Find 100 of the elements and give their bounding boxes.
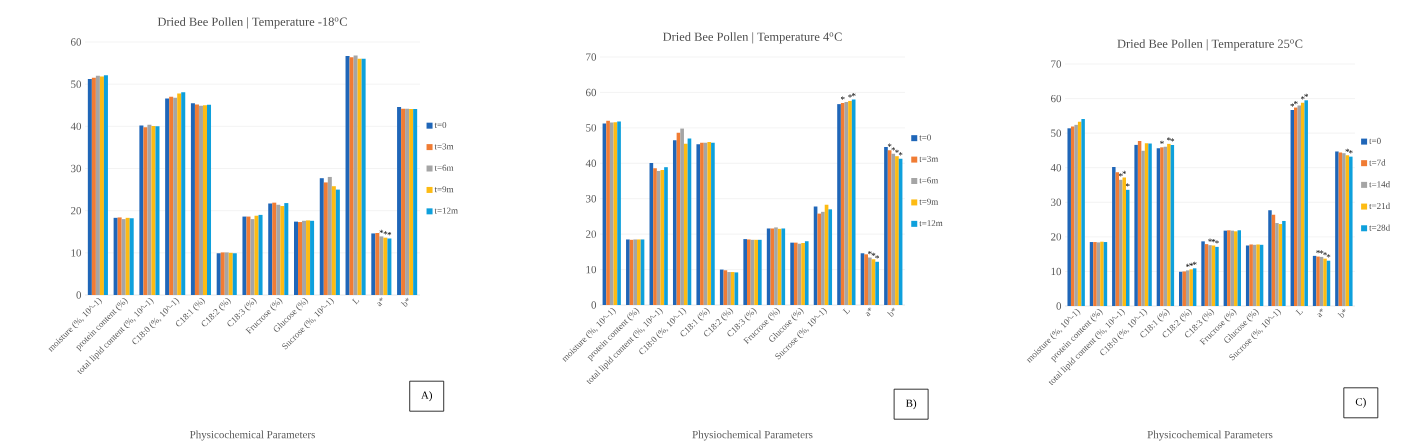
data-label: * [1208,238,1212,242]
bar [202,105,207,295]
x-tick-label: b* [1337,308,1346,318]
bar [700,142,704,305]
bar [1249,244,1253,306]
bar [653,168,657,305]
legend-label: t=6m [434,164,454,171]
text: A) [421,391,433,402]
bar [177,93,182,295]
text: B) [905,399,917,410]
bar [302,220,307,295]
bar [353,55,358,295]
bar [848,100,852,305]
bar [224,252,229,295]
bar [91,77,96,295]
data-label: * [851,92,856,97]
bar [1323,258,1327,306]
data-label: * [840,96,845,100]
legend-label: t=9m [434,186,454,193]
bar [387,238,392,295]
bar [837,104,841,305]
bar [875,261,879,305]
bar [254,215,259,295]
bar [1074,124,1078,306]
data-label: * [895,149,899,153]
y-tick-label: 0 [76,291,82,299]
bar [280,206,285,295]
legend-label: t=7d [1369,159,1386,166]
legend-label: t=3m [434,143,454,150]
bar [319,178,324,295]
bar [401,108,406,295]
bar [216,253,221,295]
data-label: * [1345,148,1350,152]
bar [151,125,156,295]
bar [626,239,630,305]
bar [891,153,896,305]
y-tick-label: 20 [1051,233,1062,241]
bar [155,126,160,295]
data-label: * [1122,170,1127,175]
x-tick-label: b* [400,297,409,307]
x-tick-label: L [351,298,360,305]
bar [817,213,822,305]
bar [125,217,130,295]
bar [165,98,170,295]
bar [1316,256,1320,306]
chart-title: Dried Bee Pollen | Temperature 25$^{o}$C [1117,39,1303,51]
bar [770,228,775,305]
y-tick-label: 50 [586,124,597,132]
bar [306,220,311,295]
bar [232,253,237,295]
bar [220,252,225,295]
data-label: * [1293,100,1298,105]
data-label: * [868,250,872,255]
text: C) [1355,397,1366,408]
bar [828,209,833,305]
bar [1227,230,1231,306]
bar [1093,242,1097,306]
y-tick-label: 10 [71,249,82,257]
bar [1148,143,1152,306]
bar [228,252,233,295]
bar [335,189,340,295]
bar [793,242,798,305]
y-tick-label: 50 [1051,129,1062,137]
bar [680,128,684,305]
y-tick-label: 40 [70,122,82,131]
bar [258,214,263,295]
bar [747,239,751,305]
x-axis-title: Physicochemical Parameters [1147,430,1273,441]
y-tick-label: 0 [591,301,597,309]
bar [1081,118,1085,306]
data-label: * [1170,138,1175,142]
bar [181,92,186,295]
bar [719,269,724,305]
data-label: * [898,152,903,156]
data-label: * [1215,240,1219,244]
bar [1215,246,1219,306]
bar [383,237,388,295]
bar [361,58,366,295]
bar [711,142,715,305]
bar [1189,269,1193,306]
bar [310,220,315,295]
bar [173,97,178,295]
bar [242,216,247,295]
data-label: * [1316,249,1320,254]
bar [633,239,638,305]
bar [250,219,255,295]
y-tick-label: 70 [586,53,597,61]
chart-title: Dried Bee Pollen | Temperature -18$^{o}$C [157,17,347,29]
bar [194,104,199,295]
bar [730,272,735,305]
bar [139,125,144,295]
bar [95,75,100,295]
data-label: * [1189,262,1194,267]
bar [1268,210,1272,306]
legend-label: t=21d [1369,202,1390,210]
x-axis-title: Physiochemical Parameters [692,430,813,441]
data-label: * [891,147,896,151]
x-tick-label: L [842,308,851,315]
bar [409,109,414,295]
legend-label: t=0 [919,134,931,141]
